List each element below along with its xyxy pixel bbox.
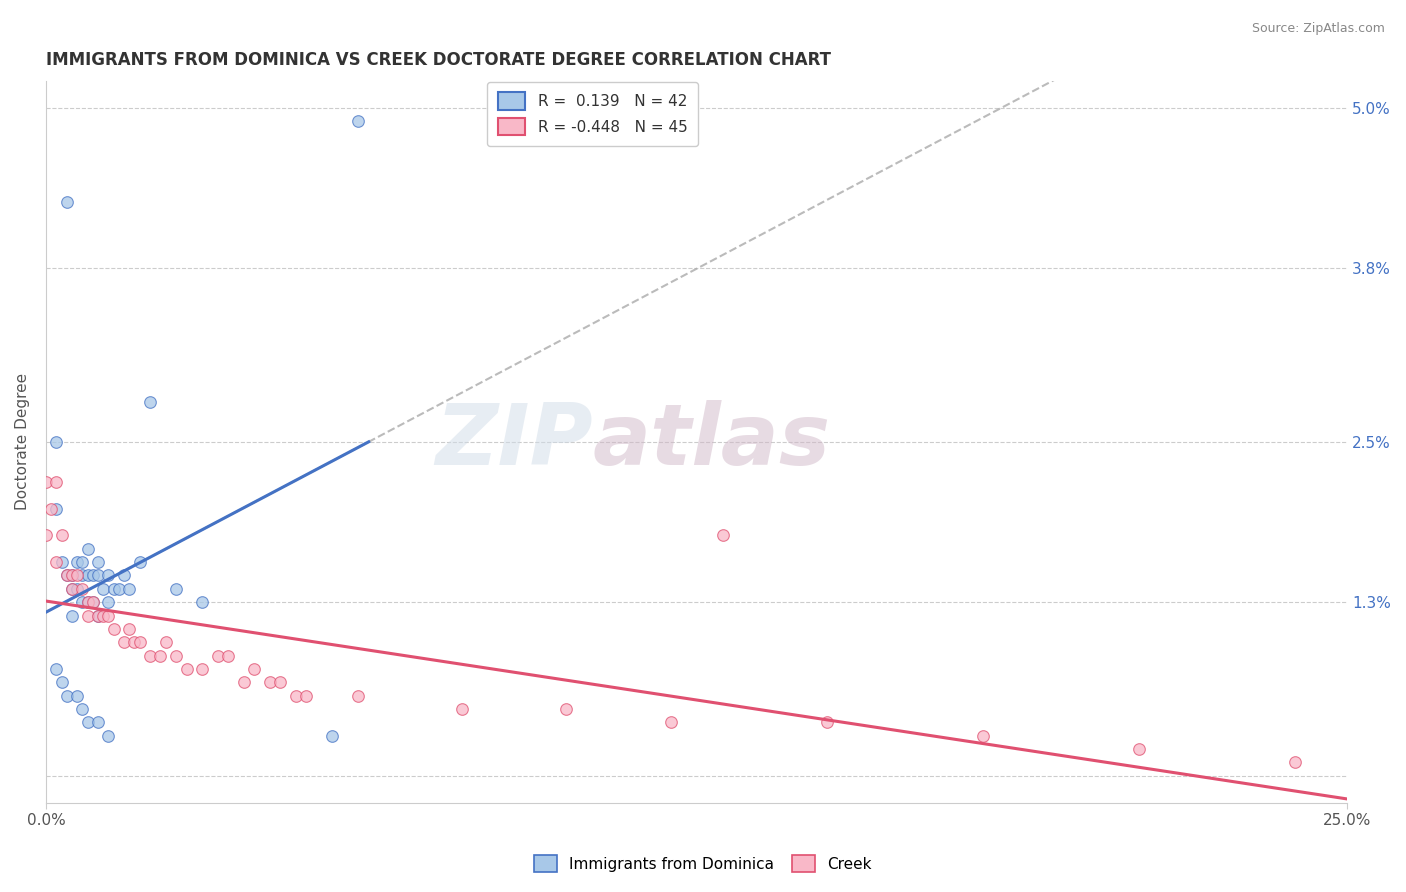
Point — [87, 715, 110, 730]
Point — [72, 595, 94, 609]
Point — [347, 689, 370, 703]
Point — [35, 475, 58, 489]
Point — [207, 648, 229, 663]
Point — [711, 528, 734, 542]
Point — [72, 582, 94, 596]
Point — [972, 729, 994, 743]
Point — [66, 689, 89, 703]
Point — [149, 648, 172, 663]
Point — [191, 662, 214, 676]
Point — [259, 675, 281, 690]
Text: atlas: atlas — [592, 401, 831, 483]
Point — [284, 689, 307, 703]
Point — [451, 702, 474, 716]
Point — [76, 608, 98, 623]
Point — [347, 114, 370, 128]
Point — [139, 395, 162, 409]
Text: Source: ZipAtlas.com: Source: ZipAtlas.com — [1251, 22, 1385, 36]
Point — [118, 622, 141, 636]
Point — [35, 528, 58, 542]
Legend: Immigrants from Dominica, Creek: Immigrants from Dominica, Creek — [526, 847, 880, 880]
Point — [87, 608, 110, 623]
Point — [56, 568, 79, 582]
Point — [45, 555, 67, 569]
Point — [56, 194, 79, 209]
Point — [1284, 756, 1306, 770]
Point — [128, 635, 150, 649]
Point — [76, 541, 98, 556]
Point — [51, 528, 73, 542]
Point — [87, 555, 110, 569]
Point — [176, 662, 198, 676]
Point — [108, 582, 131, 596]
Point — [124, 635, 146, 649]
Point — [91, 608, 114, 623]
Point — [112, 635, 135, 649]
Point — [72, 555, 94, 569]
Point — [659, 715, 682, 730]
Point — [128, 555, 150, 569]
Point — [72, 702, 94, 716]
Point — [321, 729, 343, 743]
Point — [60, 568, 83, 582]
Point — [191, 595, 214, 609]
Point — [60, 582, 83, 596]
Point — [45, 501, 67, 516]
Point — [103, 582, 125, 596]
Point — [82, 595, 104, 609]
Point — [82, 595, 104, 609]
Point — [165, 648, 187, 663]
Point — [56, 689, 79, 703]
Point — [243, 662, 266, 676]
Point — [66, 582, 89, 596]
Point — [97, 568, 120, 582]
Point — [91, 582, 114, 596]
Point — [555, 702, 578, 716]
Point — [97, 595, 120, 609]
Text: IMMIGRANTS FROM DOMINICA VS CREEK DOCTORATE DEGREE CORRELATION CHART: IMMIGRANTS FROM DOMINICA VS CREEK DOCTOR… — [46, 51, 831, 69]
Point — [1128, 742, 1150, 756]
Point — [269, 675, 291, 690]
Point — [155, 635, 177, 649]
Point — [39, 501, 62, 516]
Point — [76, 595, 98, 609]
Point — [82, 568, 104, 582]
Point — [295, 689, 318, 703]
Point — [112, 568, 135, 582]
Point — [217, 648, 239, 663]
Point — [815, 715, 838, 730]
Y-axis label: Doctorate Degree: Doctorate Degree — [15, 374, 30, 510]
Point — [232, 675, 254, 690]
Point — [66, 568, 89, 582]
Point — [97, 608, 120, 623]
Point — [165, 582, 187, 596]
Point — [76, 715, 98, 730]
Legend: R =  0.139   N = 42, R = -0.448   N = 45: R = 0.139 N = 42, R = -0.448 N = 45 — [486, 82, 697, 146]
Point — [118, 582, 141, 596]
Point — [45, 434, 67, 449]
Point — [87, 608, 110, 623]
Point — [60, 608, 83, 623]
Point — [72, 568, 94, 582]
Point — [45, 475, 67, 489]
Point — [66, 555, 89, 569]
Point — [51, 675, 73, 690]
Point — [56, 568, 79, 582]
Point — [103, 622, 125, 636]
Point — [76, 595, 98, 609]
Point — [60, 568, 83, 582]
Point — [45, 662, 67, 676]
Point — [139, 648, 162, 663]
Point — [87, 568, 110, 582]
Point — [51, 555, 73, 569]
Text: ZIP: ZIP — [434, 401, 592, 483]
Point — [76, 568, 98, 582]
Point — [60, 582, 83, 596]
Point — [97, 729, 120, 743]
